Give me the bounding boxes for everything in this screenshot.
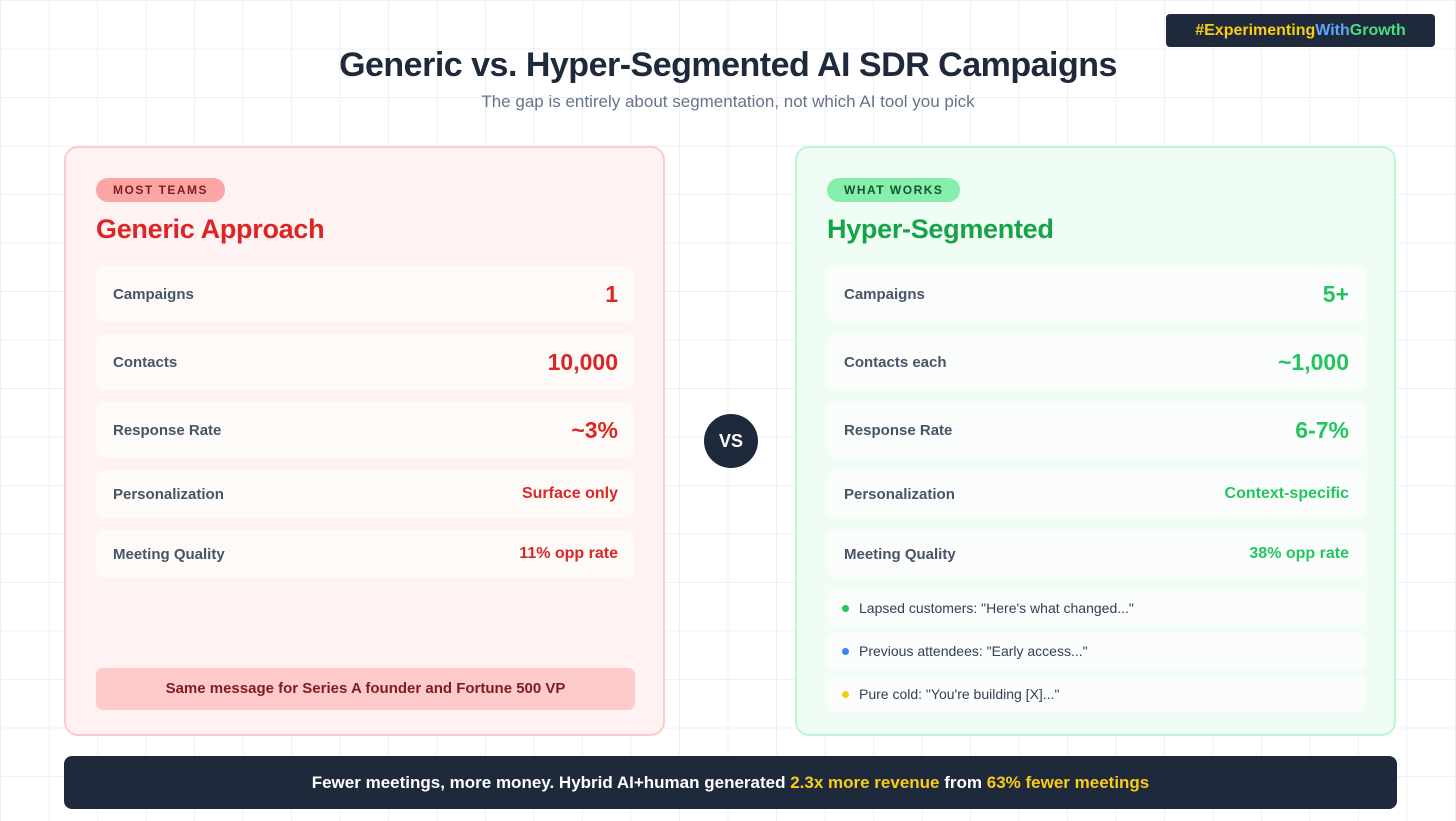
segmented-row-campaigns: Campaigns 5+ <box>827 266 1366 322</box>
row-label: Meeting Quality <box>113 545 225 563</box>
yellow-dot-icon <box>842 690 849 698</box>
row-value: ~3% <box>571 416 618 443</box>
segment-text: Lapsed customers: "Here's what changed..… <box>859 600 1134 616</box>
row-label: Response Rate <box>113 421 222 439</box>
row-value: 1 <box>605 280 618 307</box>
row-label: Personalization <box>844 485 955 503</box>
vs-badge: VS <box>704 414 758 468</box>
generic-approach-card: MOST TEAMS Generic Approach Campaigns 1 … <box>64 146 665 736</box>
what-works-badge: WHAT WORKS <box>827 178 961 202</box>
page-subtitle: The gap is entirely about segmentation, … <box>481 92 975 111</box>
row-value: Context-specific <box>1224 485 1349 502</box>
segment-previous-attendees: Previous attendees: "Early access..." <box>827 633 1366 669</box>
generic-row-contacts: Contacts 10,000 <box>96 334 635 390</box>
generic-row-campaigns: Campaigns 1 <box>96 266 635 322</box>
page-title: Generic vs. Hyper-Segmented AI SDR Campa… <box>339 46 1117 84</box>
hashtag-part-growth: Growth <box>1349 22 1406 39</box>
generic-row-meeting-quality: Meeting Quality 11% opp rate <box>96 530 635 578</box>
hyper-segmented-card: WHAT WORKS Hyper-Segmented Campaigns 5+ … <box>795 146 1396 736</box>
row-value: 11% opp rate <box>519 545 618 562</box>
segmented-row-response-rate: Response Rate 6-7% <box>827 402 1366 458</box>
hashtag-part-with: With <box>1315 22 1350 39</box>
row-value: 38% opp rate <box>1249 545 1349 562</box>
most-teams-badge: MOST TEAMS <box>96 178 225 202</box>
hashtag-part-experimenting: #Experimenting <box>1195 22 1316 39</box>
row-label: Contacts <box>113 353 178 371</box>
banner-highlight-meetings: 63% fewer meetings <box>986 773 1150 792</box>
generic-footnote: Same message for Series A founder and Fo… <box>96 668 635 710</box>
row-label: Personalization <box>113 485 224 503</box>
segmented-row-meeting-quality: Meeting Quality 38% opp rate <box>827 530 1366 578</box>
hashtag-badge: #ExperimentingWithGrowth <box>1166 14 1435 47</box>
segmented-card-title: Hyper-Segmented <box>827 214 1054 244</box>
row-label: Campaigns <box>844 285 925 303</box>
segmented-row-contacts-each: Contacts each ~1,000 <box>827 334 1366 390</box>
row-value: 10,000 <box>547 348 618 375</box>
segment-text: Pure cold: "You're building [X]..." <box>859 686 1060 702</box>
row-value: 5+ <box>1322 280 1349 307</box>
row-value: Surface only <box>521 485 618 502</box>
generic-row-response-rate: Response Rate ~3% <box>96 402 635 458</box>
bottom-banner: Fewer meetings, more money. Hybrid AI+hu… <box>64 756 1397 809</box>
row-label: Response Rate <box>844 421 953 439</box>
banner-text-1: Fewer meetings, more money. Hybrid AI+hu… <box>311 773 791 792</box>
row-label: Campaigns <box>113 285 194 303</box>
banner-highlight-revenue: 2.3x more revenue <box>790 773 940 792</box>
segment-text: Previous attendees: "Early access..." <box>859 643 1088 659</box>
segment-pure-cold: Pure cold: "You're building [X]..." <box>827 676 1366 712</box>
row-label: Meeting Quality <box>844 545 956 563</box>
generic-row-personalization: Personalization Surface only <box>96 470 635 518</box>
generic-card-title: Generic Approach <box>96 214 325 244</box>
banner-text-2: from <box>939 773 987 792</box>
blue-dot-icon <box>842 647 849 655</box>
row-value: 6-7% <box>1295 416 1349 443</box>
green-dot-icon <box>842 604 849 612</box>
row-label: Contacts each <box>844 353 947 371</box>
segmented-row-personalization: Personalization Context-specific <box>827 470 1366 518</box>
segment-lapsed-customers: Lapsed customers: "Here's what changed..… <box>827 590 1366 626</box>
row-value: ~1,000 <box>1278 348 1349 375</box>
